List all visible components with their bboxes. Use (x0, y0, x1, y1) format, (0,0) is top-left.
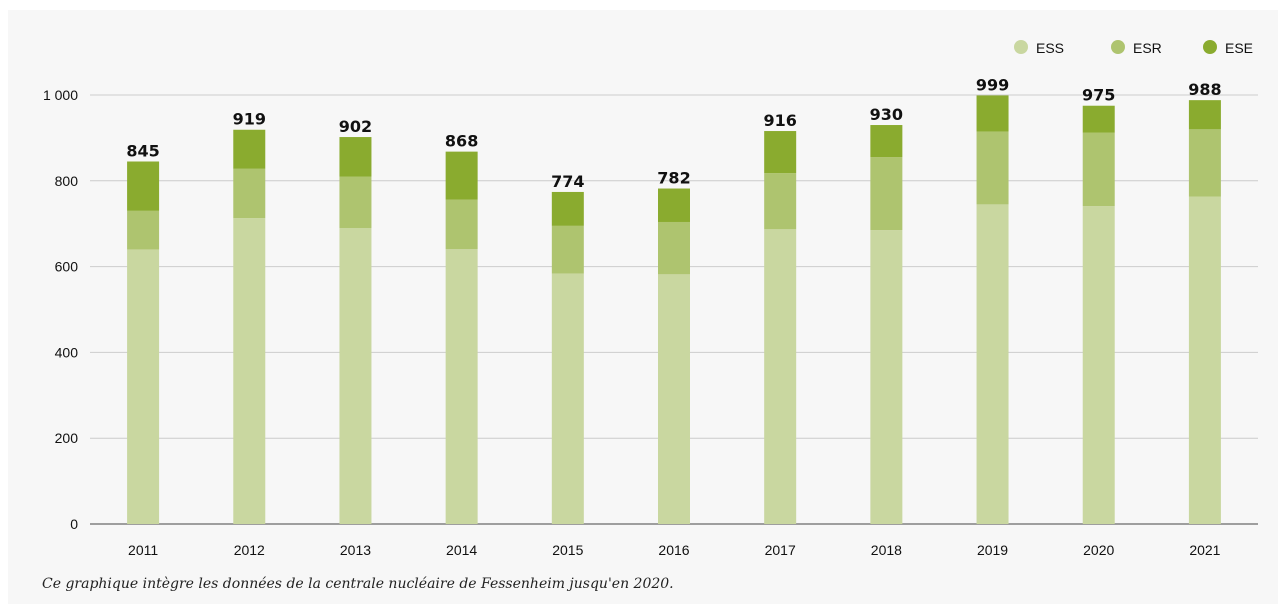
bar-segment-esr-2018 (870, 157, 903, 231)
bar-segment-ese-2011 (127, 161, 160, 211)
bar-segment-esr-2012 (233, 168, 266, 219)
bar-segment-ess-2015 (551, 273, 584, 524)
x-tick-label: 2016 (658, 542, 689, 558)
y-tick-label: 1 000 (43, 87, 78, 103)
x-tick-label: 2013 (340, 542, 371, 558)
y-axis-ticks: 0 200 400 600 800 1 000 (43, 87, 78, 532)
bar-segment-ess-2013 (339, 227, 372, 525)
total-label-2014: 868 (445, 132, 478, 151)
total-label-2021: 988 (1188, 80, 1221, 99)
bar-segment-ess-2020 (1082, 206, 1115, 524)
bar-segment-ese-2012 (233, 129, 266, 169)
bar-segment-esr-2017 (764, 173, 797, 230)
y-tick-label: 800 (55, 173, 79, 189)
total-label-2013: 902 (339, 117, 372, 136)
legend-label-ess: ESS (1036, 40, 1064, 56)
bar-segment-ese-2016 (658, 188, 690, 222)
bar-segment-ess-2017 (764, 229, 797, 525)
y-tick-label: 0 (70, 516, 78, 532)
bar-segment-ess-2021 (1188, 196, 1221, 524)
total-label-2016: 782 (657, 169, 690, 188)
total-label-2019: 999 (976, 75, 1009, 94)
bar-segment-ese-2020 (1082, 105, 1115, 133)
x-axis-ticks: 2011 2012 2013 2014 2015 2016 2017 2018 2019 2020… (128, 542, 1221, 558)
legend: ESS ESR ESE (1014, 40, 1253, 56)
x-tick-label: 2014 (446, 542, 477, 558)
y-tick-label: 200 (55, 430, 79, 446)
total-label-2020: 975 (1082, 86, 1115, 105)
total-label-2015: 774 (551, 172, 584, 191)
total-label-2017: 916 (763, 111, 796, 130)
x-tick-label: 2019 (977, 542, 1008, 558)
x-tick-label: 2012 (234, 542, 265, 558)
total-label-2018: 930 (870, 105, 903, 124)
bar-segment-ese-2021 (1188, 100, 1221, 130)
bar-segment-ese-2015 (551, 191, 584, 226)
bar-segment-ess-2016 (658, 274, 690, 524)
bar-segment-esr-2013 (339, 176, 372, 228)
legend-label-esr: ESR (1133, 40, 1162, 56)
y-tick-label: 600 (55, 259, 79, 275)
bar-segment-esr-2015 (551, 225, 584, 274)
bar-segment-esr-2019 (976, 131, 1009, 205)
x-tick-label: 2017 (765, 542, 796, 558)
x-tick-label: 2011 (128, 542, 158, 558)
x-tick-label: 2021 (1189, 542, 1220, 558)
x-tick-label: 2020 (1083, 542, 1114, 558)
total-label-2011: 845 (126, 141, 159, 160)
bars (127, 95, 1221, 525)
bar-segment-esr-2021 (1188, 129, 1221, 197)
bar-segment-ese-2014 (445, 151, 478, 200)
bar-segment-ess-2012 (233, 218, 266, 525)
bar-segment-ess-2011 (127, 249, 160, 524)
bar-segment-ese-2018 (870, 125, 903, 158)
bar-segment-ese-2019 (976, 95, 1009, 132)
legend-swatch-ess (1014, 40, 1028, 54)
bar-segment-ess-2019 (976, 204, 1009, 524)
chart-footnote: Ce graphique intègre les données de la c… (42, 576, 674, 592)
bar-segment-ese-2013 (339, 137, 372, 177)
total-label-2012: 919 (233, 110, 266, 129)
legend-swatch-ese (1203, 40, 1217, 54)
x-tick-label: 2018 (871, 542, 902, 558)
bar-segment-ese-2017 (764, 131, 797, 174)
bar-segment-esr-2016 (658, 221, 690, 275)
total-labels: 845 919 902 868 774 782 916 930 999 975 988 (126, 75, 1221, 191)
bar-segment-esr-2014 (445, 199, 478, 250)
chart-panel (8, 10, 1278, 604)
x-tick-label: 2015 (552, 542, 583, 558)
bar-segment-esr-2020 (1082, 132, 1115, 207)
bar-segment-esr-2011 (127, 210, 160, 250)
legend-label-ese: ESE (1225, 40, 1253, 56)
y-tick-label: 400 (55, 344, 79, 360)
bar-segment-ess-2018 (870, 230, 903, 524)
bar-segment-ess-2014 (445, 249, 478, 525)
legend-swatch-esr (1111, 40, 1125, 54)
